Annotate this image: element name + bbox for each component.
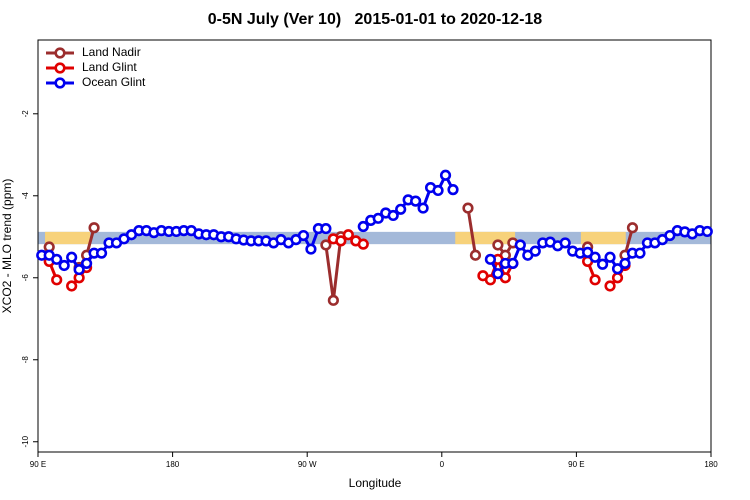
data-point: [58, 259, 70, 272]
data-point: [297, 229, 310, 242]
data-point: [634, 247, 646, 259]
data-point: [372, 212, 384, 224]
data-point: [327, 294, 339, 306]
data-point: [604, 251, 616, 263]
data-point: [387, 209, 399, 222]
data-point: [439, 169, 452, 181]
data-point: [469, 249, 482, 261]
x-tick-label: 180: [704, 460, 718, 469]
data-point: [596, 258, 609, 270]
legend-label: Ocean Glint: [82, 75, 146, 89]
data-point: [589, 251, 601, 263]
data-point: [81, 257, 93, 270]
data-point: [51, 274, 63, 286]
data-point: [410, 195, 422, 207]
data-point: [357, 238, 369, 250]
band-highlight: [455, 231, 516, 245]
data-point: [73, 263, 85, 276]
legend-marker: [54, 47, 66, 59]
data-point: [417, 202, 429, 214]
series-line: [77, 207, 634, 301]
data-point: [66, 280, 78, 292]
legend-label: Land Nadir: [82, 45, 141, 59]
data-point: [701, 225, 713, 238]
legend-marker: [54, 62, 66, 74]
series: [36, 169, 713, 280]
y-tick-label: -6: [21, 274, 30, 282]
data-point: [395, 203, 407, 215]
data-point: [484, 253, 497, 265]
data-point: [357, 220, 369, 233]
data-point: [582, 246, 594, 258]
data-point: [664, 229, 676, 242]
data-point: [529, 245, 541, 257]
y-tick-label: -4: [21, 192, 30, 200]
y-tick-label: -10: [21, 435, 30, 447]
y-tick-label: -8: [21, 356, 30, 364]
data-point: [507, 257, 519, 270]
legend-label: Land Glint: [82, 60, 137, 74]
data-point: [432, 184, 444, 197]
data-point: [484, 274, 497, 286]
data-point: [335, 235, 347, 247]
data-point: [611, 272, 624, 284]
data-point: [626, 222, 639, 234]
chart-title: 0-5N July (Ver 10) 2015-01-01 to 2020-12…: [208, 11, 543, 28]
data-point: [492, 268, 504, 280]
data-point: [51, 253, 63, 265]
x-tick-label: 180: [166, 460, 180, 469]
data-point: [611, 263, 624, 275]
data-point: [320, 222, 332, 235]
y-axis-label: XCO2 - MLO trend (ppm): [0, 179, 14, 314]
data-point: [604, 280, 616, 292]
x-tick-label: 90 E: [30, 460, 46, 469]
x-tick-label: 0: [440, 460, 445, 469]
y-tick-label: -2: [21, 110, 30, 118]
data-point: [492, 239, 504, 251]
data-point: [342, 229, 354, 241]
x-axis-label: Longitude: [349, 476, 402, 490]
data-point: [514, 239, 526, 251]
data-point: [619, 257, 631, 270]
band-highlight: [45, 231, 91, 245]
data-point: [305, 243, 317, 255]
x-tick-label: 90 W: [298, 460, 317, 469]
data-point: [320, 239, 332, 251]
data-point: [559, 237, 571, 249]
data-point: [447, 184, 459, 196]
x-tick-label: 90 E: [568, 460, 584, 469]
legend-marker: [54, 77, 66, 89]
data-point: [462, 202, 474, 214]
band-highlight: [580, 231, 626, 245]
series: [43, 202, 639, 306]
data-point: [95, 247, 108, 259]
data-point: [88, 222, 100, 234]
plot-frame: [37, 39, 712, 453]
data-point: [66, 251, 78, 263]
data-point: [589, 274, 601, 286]
